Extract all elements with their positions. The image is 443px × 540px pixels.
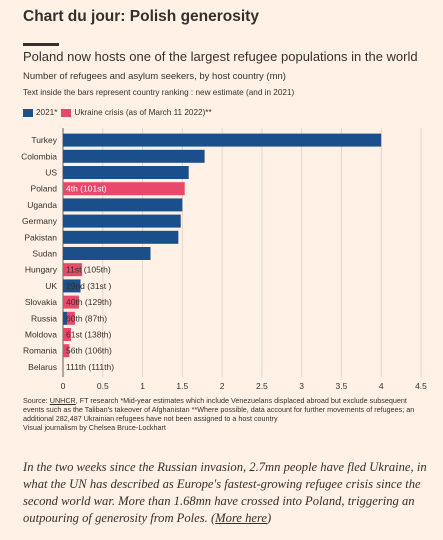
x-tick-label: 4.5 xyxy=(415,381,427,391)
chart-title: Poland now hosts one of the largest refu… xyxy=(23,49,418,64)
category-label: Turkey xyxy=(31,135,57,145)
data-label: 4th (101st) xyxy=(66,184,107,194)
chart-legend: 2021* Ukraine crisis (as of March 11 202… xyxy=(23,108,216,117)
article-caption: In the two weeks since the Russian invas… xyxy=(23,459,428,527)
x-tick-label: 2 xyxy=(220,381,225,391)
bar-2021 xyxy=(63,215,181,228)
more-here-link[interactable]: More here xyxy=(215,511,267,525)
bar-chart: 0 0.5 1 1.5 2 2.5 3 3.5 4 4.5 Turkey Colombia US Pola… xyxy=(0,120,443,392)
data-label: 29nd (31st ) xyxy=(66,281,112,291)
chart-subtitle: Number of refugees and asylum seekers, b… xyxy=(23,71,286,82)
legend-item-2021: 2021* xyxy=(23,108,57,117)
data-label: 61st (138th) xyxy=(66,330,112,340)
page-headline: Chart du jour: Polish generosity xyxy=(23,8,259,26)
category-label: Poland xyxy=(31,184,58,194)
category-label: Uganda xyxy=(27,200,57,210)
legend-label-2021: 2021* xyxy=(36,108,57,117)
bar-2021 xyxy=(63,198,182,211)
category-label: Colombia xyxy=(21,151,57,161)
category-label: Hungary xyxy=(25,265,58,275)
credit-text: Visual journalism by Chelsea Bruce-Lockh… xyxy=(23,423,166,432)
legend-swatch-2021 xyxy=(23,109,33,117)
x-tick-label: 1.5 xyxy=(176,381,188,391)
legend-label-ukraine: Ukraine crisis (as of March 11 2022)** xyxy=(74,108,211,117)
data-label: 111th (111th) xyxy=(66,362,114,372)
x-tick-label: 3 xyxy=(299,381,304,391)
bar-2021 xyxy=(63,134,381,147)
category-label: Moldova xyxy=(25,330,57,340)
legend-item-ukraine: Ukraine crisis (as of March 11 2022)** xyxy=(61,108,211,117)
x-tick-label: 2.5 xyxy=(256,381,268,391)
category-label: Sudan xyxy=(32,249,57,259)
headline-rule xyxy=(23,43,59,46)
bar-2021 xyxy=(63,150,205,163)
bar-2021 xyxy=(63,166,189,179)
x-tick-label: 0.5 xyxy=(97,381,109,391)
x-tick-label: 4 xyxy=(379,381,384,391)
category-label: Pakistan xyxy=(24,232,57,242)
caption-close: ) xyxy=(267,511,271,525)
x-tick-label: 1 xyxy=(140,381,145,391)
source-text: , FT research *Mid-year estimates which … xyxy=(23,396,414,423)
source-link[interactable]: UNHCR xyxy=(50,396,76,405)
category-label: Russia xyxy=(31,313,57,323)
data-label: 56th (106th) xyxy=(66,346,112,356)
chart-note: Text inside the bars represent country r… xyxy=(23,88,294,97)
category-label: Belarus xyxy=(28,362,57,372)
category-label: Romania xyxy=(23,346,57,356)
bar-2021 xyxy=(63,247,151,260)
source-note: Source: UNHCR, FT research *Mid-year est… xyxy=(23,396,428,432)
bar-2021 xyxy=(63,231,178,244)
source-prefix: Source: xyxy=(23,396,50,405)
category-label: Slovakia xyxy=(25,297,57,307)
x-tick-label: 0 xyxy=(61,381,66,391)
data-label: 40th (129th) xyxy=(66,297,112,307)
category-label: US xyxy=(45,168,57,178)
category-label: UK xyxy=(45,281,57,291)
data-label: 60th (87th) xyxy=(66,313,107,323)
data-label: 11st (105th) xyxy=(66,265,111,275)
legend-swatch-ukraine xyxy=(61,109,71,117)
x-tick-label: 3.5 xyxy=(336,381,348,391)
category-label: Germany xyxy=(22,216,58,226)
